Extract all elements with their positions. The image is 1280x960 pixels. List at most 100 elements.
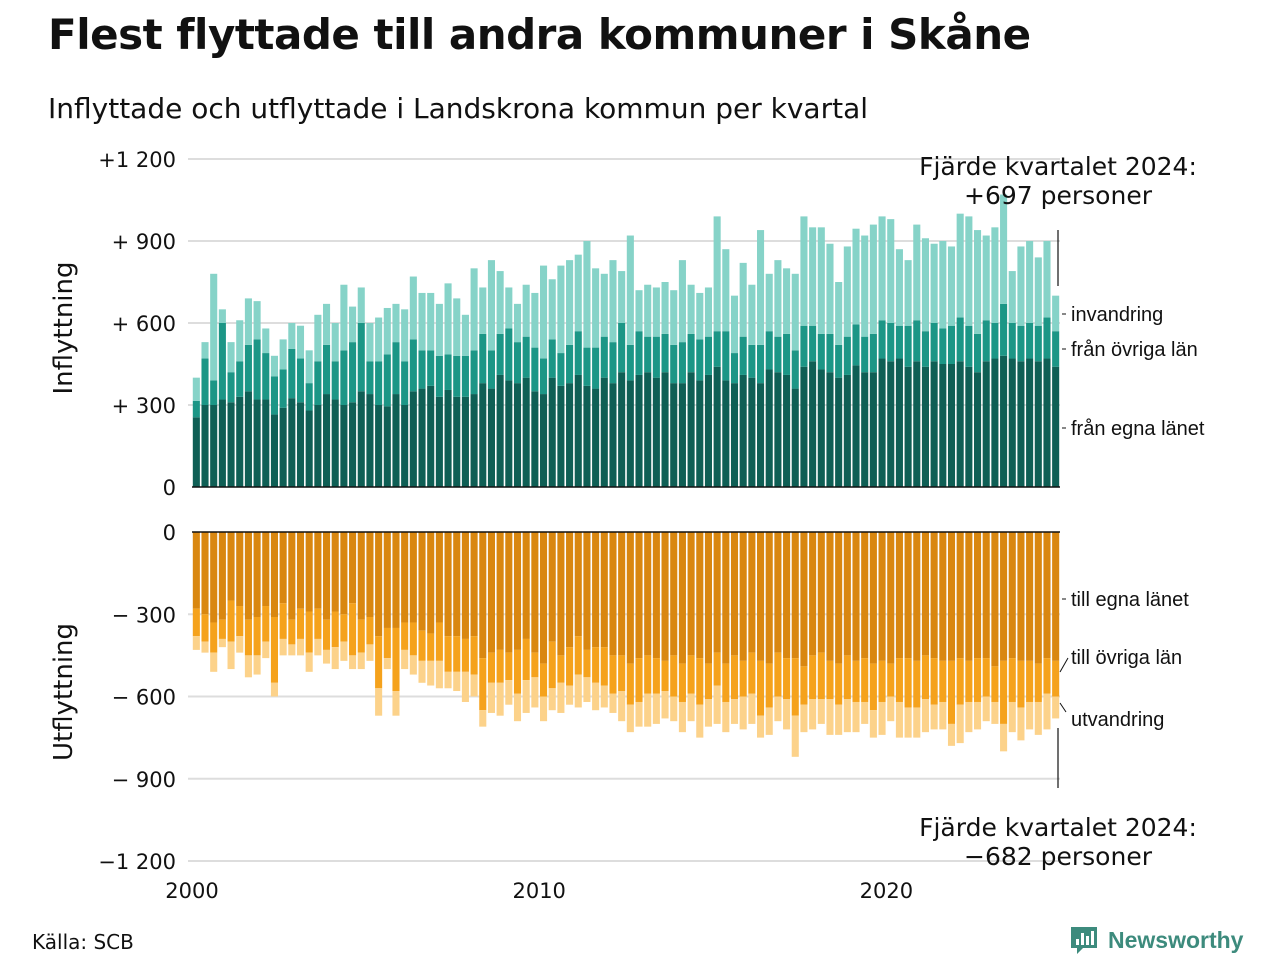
bar-out-segment bbox=[296, 608, 305, 639]
bar-out-segment bbox=[583, 649, 591, 678]
bar-in-segment bbox=[1017, 246, 1025, 326]
bar-out-segment bbox=[678, 663, 686, 702]
bar-out-segment bbox=[540, 696, 548, 722]
bar-out-segment bbox=[696, 532, 704, 659]
bar-in-segment bbox=[713, 366, 721, 487]
bar-in-segment bbox=[600, 273, 608, 337]
bar-out-segment bbox=[904, 532, 912, 659]
bar-out-segment bbox=[305, 532, 313, 612]
bar-out-segment bbox=[557, 655, 565, 683]
bar-out-segment bbox=[652, 658, 660, 694]
bar-out-segment bbox=[765, 663, 773, 708]
bar-in-segment bbox=[548, 279, 556, 340]
bar-in-segment bbox=[262, 399, 270, 487]
bar-in-segment bbox=[323, 344, 331, 395]
bar-out-segment bbox=[618, 532, 626, 656]
bar-in-segment bbox=[1026, 358, 1034, 487]
bar-in-segment bbox=[974, 230, 982, 334]
bar-out-segment bbox=[392, 532, 400, 628]
bar-out-segment bbox=[401, 532, 409, 623]
bar-in-segment bbox=[809, 227, 817, 326]
bar-out-segment bbox=[652, 693, 660, 724]
bar-out-segment bbox=[522, 680, 530, 713]
bar-in-segment bbox=[921, 238, 929, 332]
bar-in-segment bbox=[418, 292, 426, 351]
bar-in-segment bbox=[982, 320, 990, 362]
bar-in-segment bbox=[991, 323, 999, 359]
bar-out-segment bbox=[791, 658, 799, 716]
bar-out-segment bbox=[809, 655, 817, 700]
bar-out-segment bbox=[930, 532, 938, 659]
bar-in-segment bbox=[1017, 325, 1025, 362]
bar-out-segment bbox=[566, 532, 574, 648]
bar-in-segment bbox=[383, 354, 391, 407]
bar-out-segment bbox=[670, 532, 678, 656]
bar-in-segment bbox=[817, 333, 825, 370]
legend-label-fran-ovriga-lan: från övriga län bbox=[1071, 339, 1198, 361]
bar-in-segment bbox=[227, 342, 235, 373]
bar-in-segment bbox=[783, 374, 791, 487]
bar-out-segment bbox=[583, 532, 591, 650]
bar-out-segment bbox=[453, 636, 461, 672]
bar-in-segment bbox=[895, 249, 903, 326]
bar-out-segment bbox=[383, 532, 391, 628]
ytick-label-out: −1 200 bbox=[98, 850, 176, 874]
bar-out-segment bbox=[1052, 660, 1060, 697]
bar-out-segment bbox=[496, 532, 504, 650]
bar-in-segment bbox=[1017, 361, 1025, 487]
bar-out-segment bbox=[314, 608, 322, 639]
bar-out-segment bbox=[800, 704, 808, 733]
bar-in-segment bbox=[349, 402, 357, 487]
bar-in-segment bbox=[574, 374, 582, 487]
bar-in-segment bbox=[253, 301, 261, 340]
bar-in-segment bbox=[453, 396, 461, 487]
bar-in-segment bbox=[505, 380, 513, 487]
bar-out-segment bbox=[913, 532, 921, 661]
bar-out-segment bbox=[991, 666, 999, 702]
bar-out-segment bbox=[904, 658, 912, 708]
bar-in-segment bbox=[531, 391, 539, 487]
bar-out-segment bbox=[670, 655, 678, 697]
bar-in-segment bbox=[1026, 323, 1034, 359]
bar-out-segment bbox=[722, 701, 730, 733]
bar-out-segment bbox=[401, 622, 409, 650]
bar-in-segment bbox=[262, 353, 270, 400]
bar-out-segment bbox=[1026, 532, 1034, 661]
bar-in-segment bbox=[635, 331, 643, 375]
bar-in-segment bbox=[435, 303, 443, 356]
ytick-label-out: − 900 bbox=[112, 768, 176, 792]
bar-out-segment bbox=[357, 619, 365, 653]
bar-in-segment bbox=[713, 216, 721, 332]
bars-inflyttning bbox=[192, 194, 1060, 487]
bar-out-segment bbox=[783, 532, 791, 659]
bar-out-segment bbox=[453, 532, 461, 637]
brand-logo: Newsworthy bbox=[1068, 924, 1243, 956]
bar-out-segment bbox=[487, 652, 495, 683]
bar-in-segment bbox=[878, 216, 886, 321]
legend-tick-till-ovriga-lan bbox=[1059, 657, 1069, 673]
bar-in-segment bbox=[913, 224, 921, 321]
bar-in-segment bbox=[244, 344, 252, 392]
bar-in-segment bbox=[444, 283, 452, 355]
bar-out-segment bbox=[947, 660, 956, 724]
bar-out-segment bbox=[704, 532, 712, 664]
bar-out-segment bbox=[331, 532, 339, 612]
bar-in-segment bbox=[626, 344, 634, 381]
bar-out-segment bbox=[349, 655, 357, 670]
bar-out-segment bbox=[210, 622, 218, 653]
bar-in-segment bbox=[383, 406, 391, 487]
bar-in-segment bbox=[904, 260, 912, 326]
bar-out-segment bbox=[218, 619, 226, 639]
bar-out-segment bbox=[869, 663, 877, 711]
bar-out-segment bbox=[262, 532, 270, 607]
bar-in-segment bbox=[748, 284, 756, 345]
bar-in-segment bbox=[826, 333, 834, 373]
ytick-label-in: 0 bbox=[163, 476, 176, 500]
bar-out-segment bbox=[947, 532, 956, 661]
ytick-label-in: + 300 bbox=[112, 394, 176, 418]
bar-in-segment bbox=[982, 235, 990, 321]
bar-out-segment bbox=[1026, 660, 1034, 702]
bar-in-segment bbox=[427, 385, 435, 487]
bar-out-segment bbox=[262, 606, 270, 642]
bar-in-segment bbox=[965, 216, 973, 326]
